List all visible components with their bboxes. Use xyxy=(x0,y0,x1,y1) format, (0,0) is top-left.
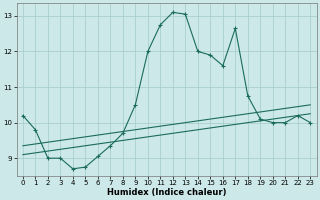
X-axis label: Humidex (Indice chaleur): Humidex (Indice chaleur) xyxy=(107,188,226,197)
